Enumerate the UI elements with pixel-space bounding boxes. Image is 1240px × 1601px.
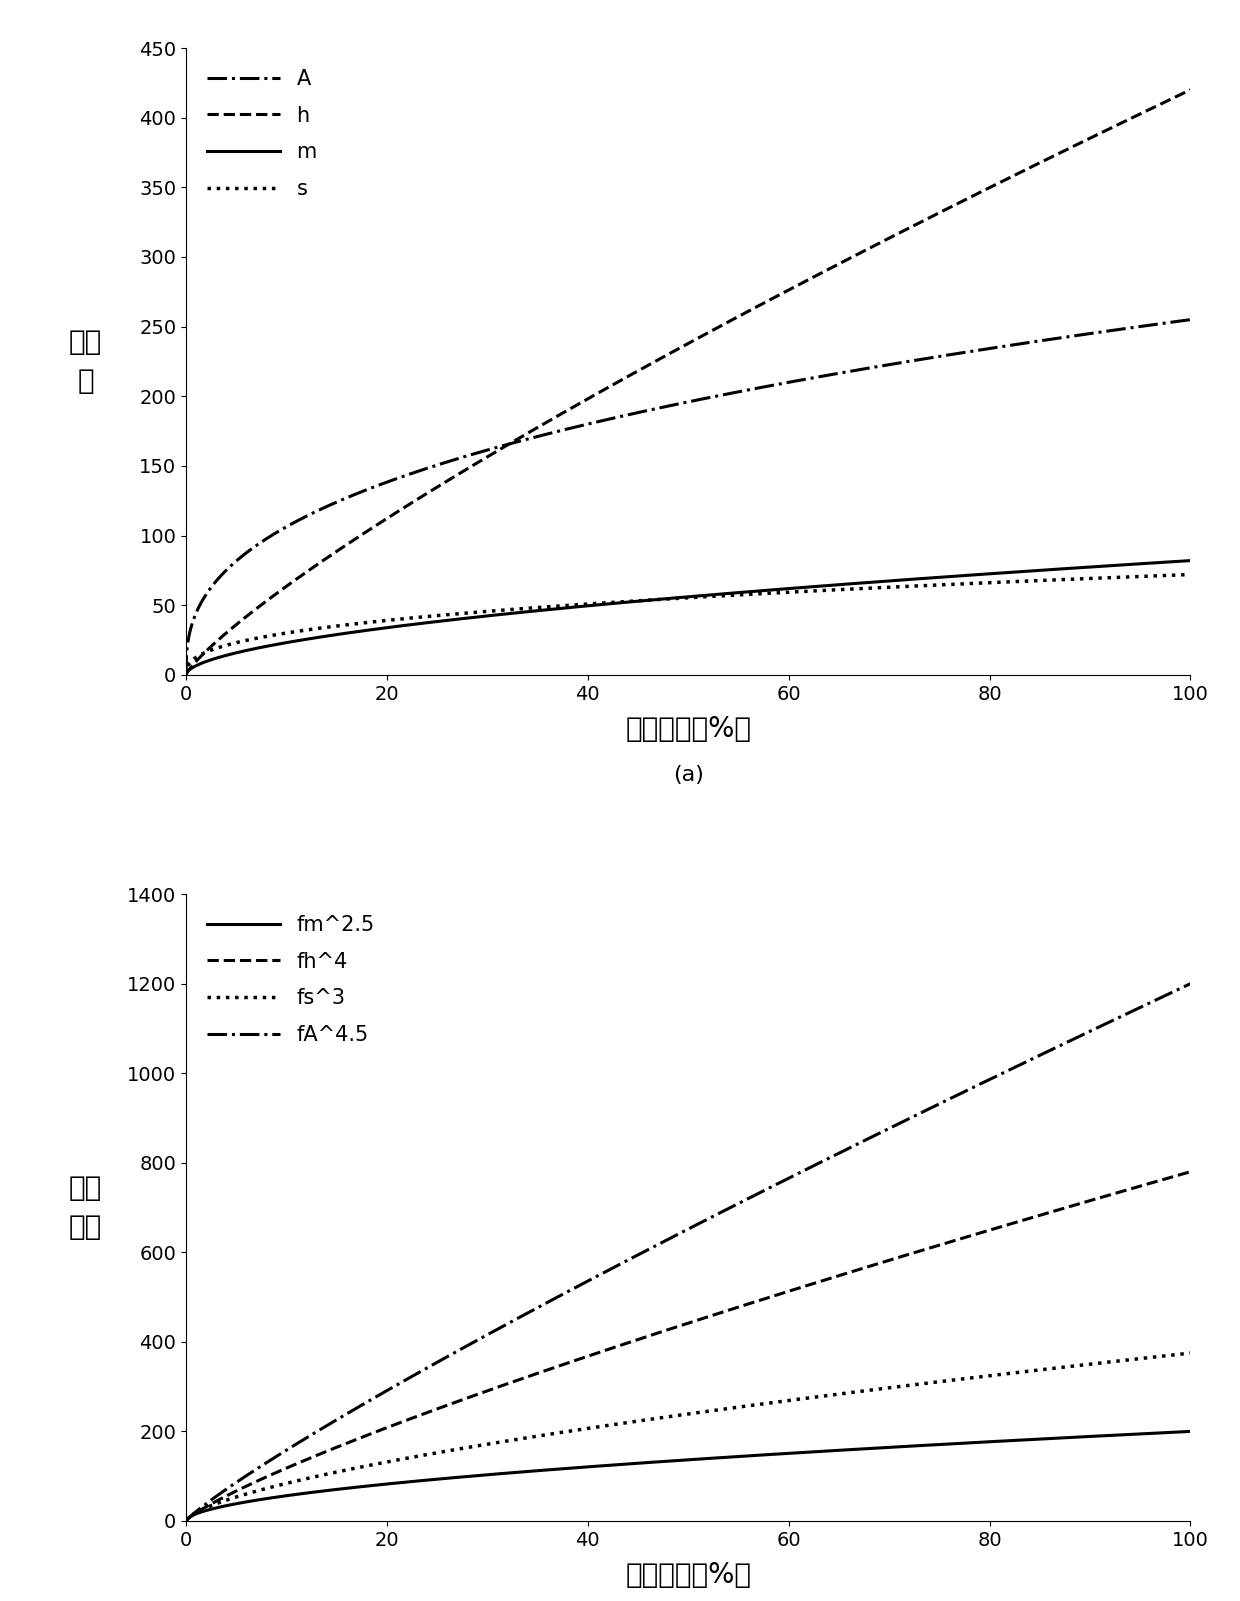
- Line: fh^4: fh^4: [186, 1172, 1190, 1521]
- h: [179, 664, 193, 684]
- fh^4: [1153, 1170, 1168, 1190]
- s: [179, 664, 193, 684]
- fm^2.5: [229, 1494, 244, 1513]
- A: [179, 664, 193, 684]
- m: [667, 589, 682, 608]
- m: [1153, 552, 1168, 572]
- h: [1153, 94, 1168, 114]
- A: [229, 551, 244, 570]
- fs^3: [1153, 1346, 1168, 1366]
- fA^4.5: [1153, 988, 1168, 1007]
- s: [229, 632, 244, 652]
- A: [1153, 314, 1168, 333]
- fm^2.5: [1153, 1423, 1168, 1443]
- fm^2.5: [1183, 1422, 1198, 1441]
- s: [1183, 565, 1198, 584]
- Line: fA^4.5: fA^4.5: [186, 983, 1190, 1521]
- A: [1183, 311, 1198, 330]
- fs^3: [179, 1511, 193, 1531]
- m: [229, 644, 244, 663]
- s: [970, 573, 985, 592]
- X-axis label: 气体浓度（%）: 气体浓度（%）: [625, 1561, 751, 1588]
- h: [1183, 80, 1198, 99]
- fh^4: [667, 1318, 682, 1337]
- Line: m: m: [186, 560, 1190, 674]
- fA^4.5: [1153, 988, 1168, 1007]
- s: [1153, 567, 1168, 586]
- s: [667, 589, 682, 608]
- fm^2.5: [179, 1511, 193, 1531]
- Text: 生成
函数: 生成 函数: [69, 1174, 102, 1241]
- m: [1153, 552, 1168, 572]
- fm^2.5: [970, 1433, 985, 1452]
- fh^4: [970, 1225, 985, 1244]
- h: [970, 184, 985, 203]
- Text: 特征
值: 特征 值: [69, 328, 102, 395]
- A: [970, 341, 985, 360]
- X-axis label: 气体浓度（%）: 气体浓度（%）: [625, 714, 751, 743]
- fm^2.5: [667, 1451, 682, 1470]
- fs^3: [640, 1410, 655, 1430]
- fm^2.5: [640, 1454, 655, 1473]
- fs^3: [667, 1406, 682, 1425]
- A: [1153, 314, 1168, 333]
- s: [1153, 567, 1168, 586]
- h: [667, 341, 682, 360]
- m: [970, 565, 985, 584]
- fh^4: [179, 1511, 193, 1531]
- fh^4: [1183, 1162, 1198, 1182]
- m: [640, 591, 655, 610]
- fs^3: [1183, 1343, 1198, 1362]
- fh^4: [1153, 1170, 1168, 1190]
- fA^4.5: [1183, 973, 1198, 993]
- fm^2.5: [1153, 1423, 1168, 1443]
- Text: (a): (a): [673, 765, 703, 784]
- fh^4: [640, 1327, 655, 1346]
- Line: h: h: [186, 90, 1190, 674]
- fh^4: [229, 1481, 244, 1500]
- Line: fm^2.5: fm^2.5: [186, 1431, 1190, 1521]
- h: [1153, 94, 1168, 114]
- fA^4.5: [229, 1473, 244, 1492]
- h: [229, 615, 244, 634]
- Line: A: A: [186, 320, 1190, 674]
- Line: s: s: [186, 575, 1190, 674]
- fA^4.5: [970, 1076, 985, 1095]
- h: [640, 355, 655, 375]
- m: [179, 664, 193, 684]
- fA^4.5: [640, 1241, 655, 1260]
- s: [640, 591, 655, 610]
- fs^3: [229, 1487, 244, 1507]
- Legend: A, h, m, s: A, h, m, s: [196, 59, 327, 210]
- fA^4.5: [179, 1511, 193, 1531]
- A: [640, 400, 655, 419]
- A: [667, 395, 682, 415]
- m: [1183, 551, 1198, 570]
- fs^3: [1153, 1346, 1168, 1366]
- Legend: fm^2.5, fh^4, fs^3, fA^4.5: fm^2.5, fh^4, fs^3, fA^4.5: [196, 905, 386, 1055]
- fA^4.5: [667, 1226, 682, 1246]
- fs^3: [970, 1367, 985, 1386]
- Line: fs^3: fs^3: [186, 1353, 1190, 1521]
